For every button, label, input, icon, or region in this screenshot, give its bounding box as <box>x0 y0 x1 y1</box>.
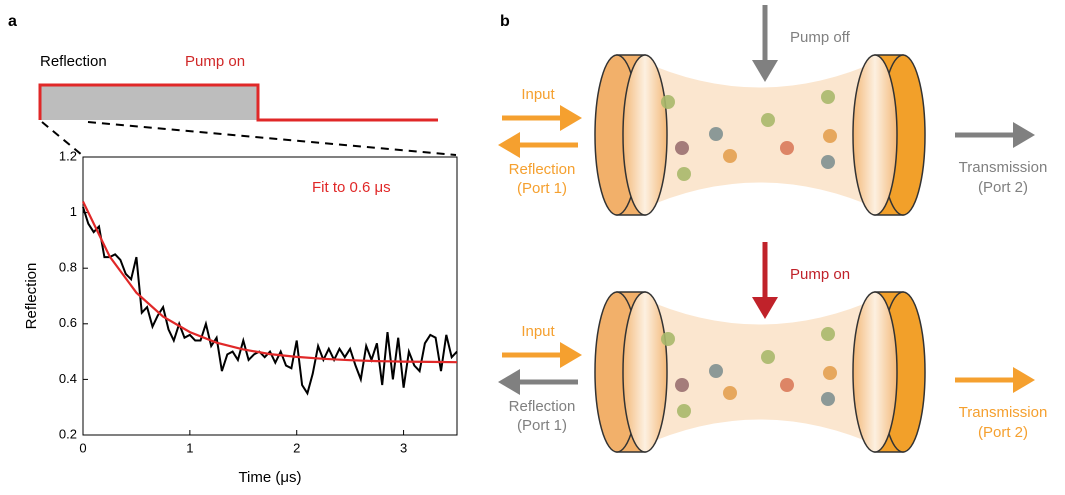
y-tick-label: 0.2 <box>59 426 77 441</box>
atom <box>821 392 835 406</box>
x-tick-label: 1 <box>186 440 193 455</box>
transmission-label: (Port 2) <box>978 179 1028 196</box>
atom <box>761 350 775 364</box>
y-tick-label: 1.2 <box>59 148 77 163</box>
mirror-face <box>622 291 668 453</box>
arrow-head <box>560 342 582 368</box>
arrow-head <box>560 105 582 131</box>
diagram: Pump off Input Reflection (Port 1) Transmiss… <box>498 5 1048 453</box>
beam <box>640 60 880 210</box>
zoom-line <box>41 121 83 156</box>
x-tick-label: 3 <box>400 440 407 455</box>
atom <box>761 113 775 127</box>
inset-label: Reflection <box>40 53 107 70</box>
annotation: Fit to 0.6 μs <box>312 179 391 196</box>
transmission-label: Transmission <box>959 159 1048 176</box>
reflection-label: Reflection <box>509 398 576 415</box>
arrow-head <box>498 369 520 395</box>
atom <box>723 149 737 163</box>
arrow-head <box>752 297 778 319</box>
transmission-label: Transmission <box>959 404 1048 421</box>
atom <box>675 141 689 155</box>
atom <box>823 366 837 380</box>
panel-label: b <box>500 13 510 30</box>
atom <box>709 364 723 378</box>
atom <box>709 127 723 141</box>
data-line <box>82 206 458 396</box>
atom <box>677 404 691 418</box>
atom <box>821 327 835 341</box>
arrow-head <box>498 132 520 158</box>
reflection-label: (Port 1) <box>517 417 567 434</box>
pump-pulse <box>38 83 438 122</box>
plot-frame <box>82 156 458 436</box>
panel-label: a <box>8 13 17 30</box>
atom <box>677 167 691 181</box>
atom <box>661 95 675 109</box>
atom <box>823 129 837 143</box>
transmission-label: (Port 2) <box>978 424 1028 441</box>
zoom-line <box>87 121 457 156</box>
y-axis-label: Reflection <box>23 263 40 330</box>
y-tick-label: 0.4 <box>59 371 77 386</box>
atom <box>821 155 835 169</box>
data-line <box>82 201 458 364</box>
arrow-head <box>752 60 778 82</box>
mirror-face <box>622 54 668 216</box>
input-label: Input <box>521 86 555 103</box>
x-tick-label: 0 <box>79 440 86 455</box>
pump-label: Pump off <box>790 29 851 46</box>
x-axis-label: Time (μs) <box>238 469 301 486</box>
reflection-label: (Port 1) <box>517 180 567 197</box>
x-tick-label: 2 <box>293 440 300 455</box>
atom <box>821 90 835 104</box>
mirror-face <box>852 291 898 453</box>
mirror-face <box>852 54 898 216</box>
arrow-head <box>1013 122 1035 148</box>
atom <box>780 141 794 155</box>
arrow-head <box>1013 367 1035 393</box>
y-tick-label: 1 <box>70 204 77 219</box>
atom <box>675 378 689 392</box>
y-tick-label: 0.6 <box>59 315 77 330</box>
beam <box>640 297 880 447</box>
input-label: Input <box>521 323 555 340</box>
atom <box>723 386 737 400</box>
reflection-label: Reflection <box>509 161 576 178</box>
pulse-area <box>40 85 258 120</box>
y-tick-label: 0.8 <box>59 260 77 275</box>
atom <box>661 332 675 346</box>
atom <box>780 378 794 392</box>
inset-label: Pump on <box>185 53 245 70</box>
pump-label: Pump on <box>790 266 850 283</box>
